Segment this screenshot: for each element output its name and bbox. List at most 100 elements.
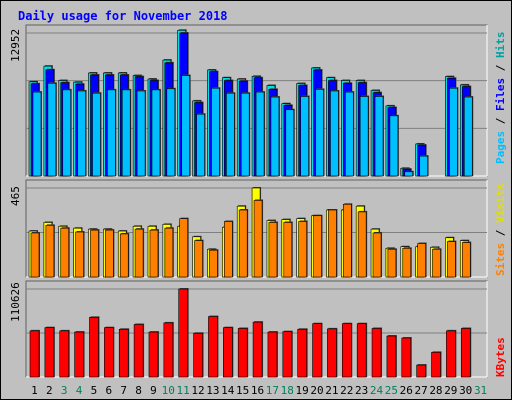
- bar-kbytes-day-3: [59, 330, 70, 378]
- bar-pages-day-2: [47, 82, 57, 177]
- x-tick-label-27: 27: [414, 384, 427, 397]
- bar-pages-day-18: [285, 109, 295, 177]
- bar-sites-day-16: [253, 200, 263, 278]
- bar-kbytes-day-11: [178, 288, 189, 378]
- bar-kbytes-day-14: [223, 327, 233, 378]
- bar-pages-day-7: [121, 89, 131, 177]
- bar-kbytes-day-1: [29, 330, 40, 378]
- bar-kbytes-day-9: [148, 331, 159, 378]
- x-tick-label-30: 30: [459, 384, 472, 397]
- chart-title: Daily usage for November 2018: [18, 9, 228, 23]
- x-tick-label-24: 24: [370, 384, 384, 397]
- bar-sites-day-5: [90, 229, 99, 278]
- bar-pages-day-5: [92, 92, 101, 177]
- y-max-label-pages: 12952: [9, 29, 22, 62]
- bar-sites-day-28: [432, 248, 441, 278]
- x-tick-label-17: 17: [266, 384, 279, 397]
- bar-pages-day-14: [226, 92, 235, 177]
- x-tick-label-9: 9: [150, 384, 157, 397]
- bar-pages-day-12: [196, 113, 205, 177]
- legend-mid: Sites / Visits: [494, 183, 507, 276]
- bar-pages-day-13: [211, 87, 220, 177]
- bar-sites-day-11: [179, 218, 189, 278]
- x-tick-label-14: 14: [221, 384, 235, 397]
- bar-sites-day-13: [209, 249, 218, 278]
- bar-pages-day-22: [344, 91, 354, 177]
- bar-kbytes-day-17: [267, 331, 278, 378]
- bar-pages-day-29: [449, 87, 458, 177]
- bar-sites-day-19: [298, 221, 307, 278]
- bar-sites-day-29: [447, 241, 456, 278]
- bar-sites-day-15: [238, 209, 248, 278]
- bar-kbytes-day-22: [341, 323, 352, 378]
- legend-top: Pages / Files / Hits: [494, 32, 507, 165]
- x-tick-label-18: 18: [281, 384, 294, 397]
- y-max-label-kbytes: 110626: [9, 282, 22, 322]
- x-tick-label-28: 28: [429, 384, 442, 397]
- x-tick-label-2: 2: [46, 384, 53, 397]
- bar-sites-day-12: [194, 240, 203, 278]
- bar-pages-day-24: [374, 96, 384, 177]
- bar-kbytes-day-12: [193, 332, 203, 378]
- bar-sites-day-18: [283, 222, 293, 278]
- x-axis-labels: 1 2 3 4 5 6 7 8 9 10 11 12 13 14 15 16 17 18 19 20 21 22 23 24 2…: [31, 384, 487, 397]
- bar-pages-day-21: [330, 90, 339, 177]
- bar-sites-day-4: [75, 231, 84, 278]
- y-max-label-visits: 465: [9, 186, 22, 206]
- panel-visits-sites: [25, 179, 488, 278]
- x-tick-label-11: 11: [177, 384, 190, 397]
- bar-pages-day-25: [389, 115, 399, 177]
- legend-sep-2: /: [494, 58, 507, 78]
- x-tick-label-20: 20: [310, 384, 323, 397]
- panel-pages-files-hits: [25, 24, 488, 177]
- bar-pages-day-17: [270, 96, 280, 177]
- bar-pages-day-20: [315, 89, 324, 177]
- x-tick-label-25: 25: [385, 384, 398, 397]
- bar-kbytes-day-6: [104, 327, 114, 378]
- bar-kbytes-day-30: [460, 328, 471, 378]
- x-tick-label-7: 7: [120, 384, 127, 397]
- bar-pages-day-27: [419, 155, 428, 177]
- bar-kbytes-day-18: [282, 331, 293, 378]
- bar-kbytes-day-2: [44, 327, 55, 378]
- legend-sep-1: /: [494, 111, 507, 131]
- panel-kbytes: [25, 280, 488, 378]
- legend-files: Files: [494, 78, 507, 111]
- x-tick-label-5: 5: [91, 384, 98, 397]
- bar-sites-day-2: [45, 225, 55, 278]
- bar-kbytes-day-10: [163, 322, 174, 378]
- legend-hits: Hits: [494, 32, 507, 59]
- bar-sites-day-23: [357, 211, 367, 278]
- x-tick-label-23: 23: [355, 384, 368, 397]
- bar-pages-day-11: [181, 75, 191, 177]
- bar-sites-day-6: [105, 229, 114, 278]
- bar-kbytes-day-28: [431, 352, 441, 378]
- x-tick-label-4: 4: [76, 384, 83, 397]
- bar-pages-day-9: [151, 89, 161, 177]
- x-tick-label-8: 8: [135, 384, 142, 397]
- x-tick-label-6: 6: [105, 384, 112, 397]
- bar-kbytes-day-15: [237, 328, 248, 378]
- bar-kbytes-day-25: [386, 335, 397, 378]
- bar-sites-day-7: [119, 233, 129, 278]
- bar-kbytes-day-29: [446, 330, 456, 378]
- bar-kbytes-day-24: [371, 328, 382, 378]
- bar-sites-day-25: [387, 248, 397, 278]
- bar-pages-day-30: [463, 96, 473, 177]
- x-tick-label-21: 21: [325, 384, 338, 397]
- legend-visits: Visits: [494, 183, 507, 223]
- bar-pages-day-10: [166, 88, 176, 177]
- legend-kbytes: KBytes: [494, 337, 507, 377]
- bar-pages-day-8: [136, 90, 146, 177]
- bar-pages-day-19: [300, 96, 309, 177]
- x-tick-label-13: 13: [206, 384, 219, 397]
- bar-sites-day-8: [134, 228, 144, 278]
- bar-sites-day-9: [149, 229, 159, 278]
- bar-sites-day-21: [328, 209, 337, 278]
- bar-kbytes-day-8: [133, 324, 144, 378]
- bar-sites-day-30: [461, 242, 471, 278]
- x-tick-label-31: 31: [474, 384, 487, 397]
- legend-sites: Sites: [494, 243, 507, 276]
- bar-sites-day-10: [164, 227, 174, 278]
